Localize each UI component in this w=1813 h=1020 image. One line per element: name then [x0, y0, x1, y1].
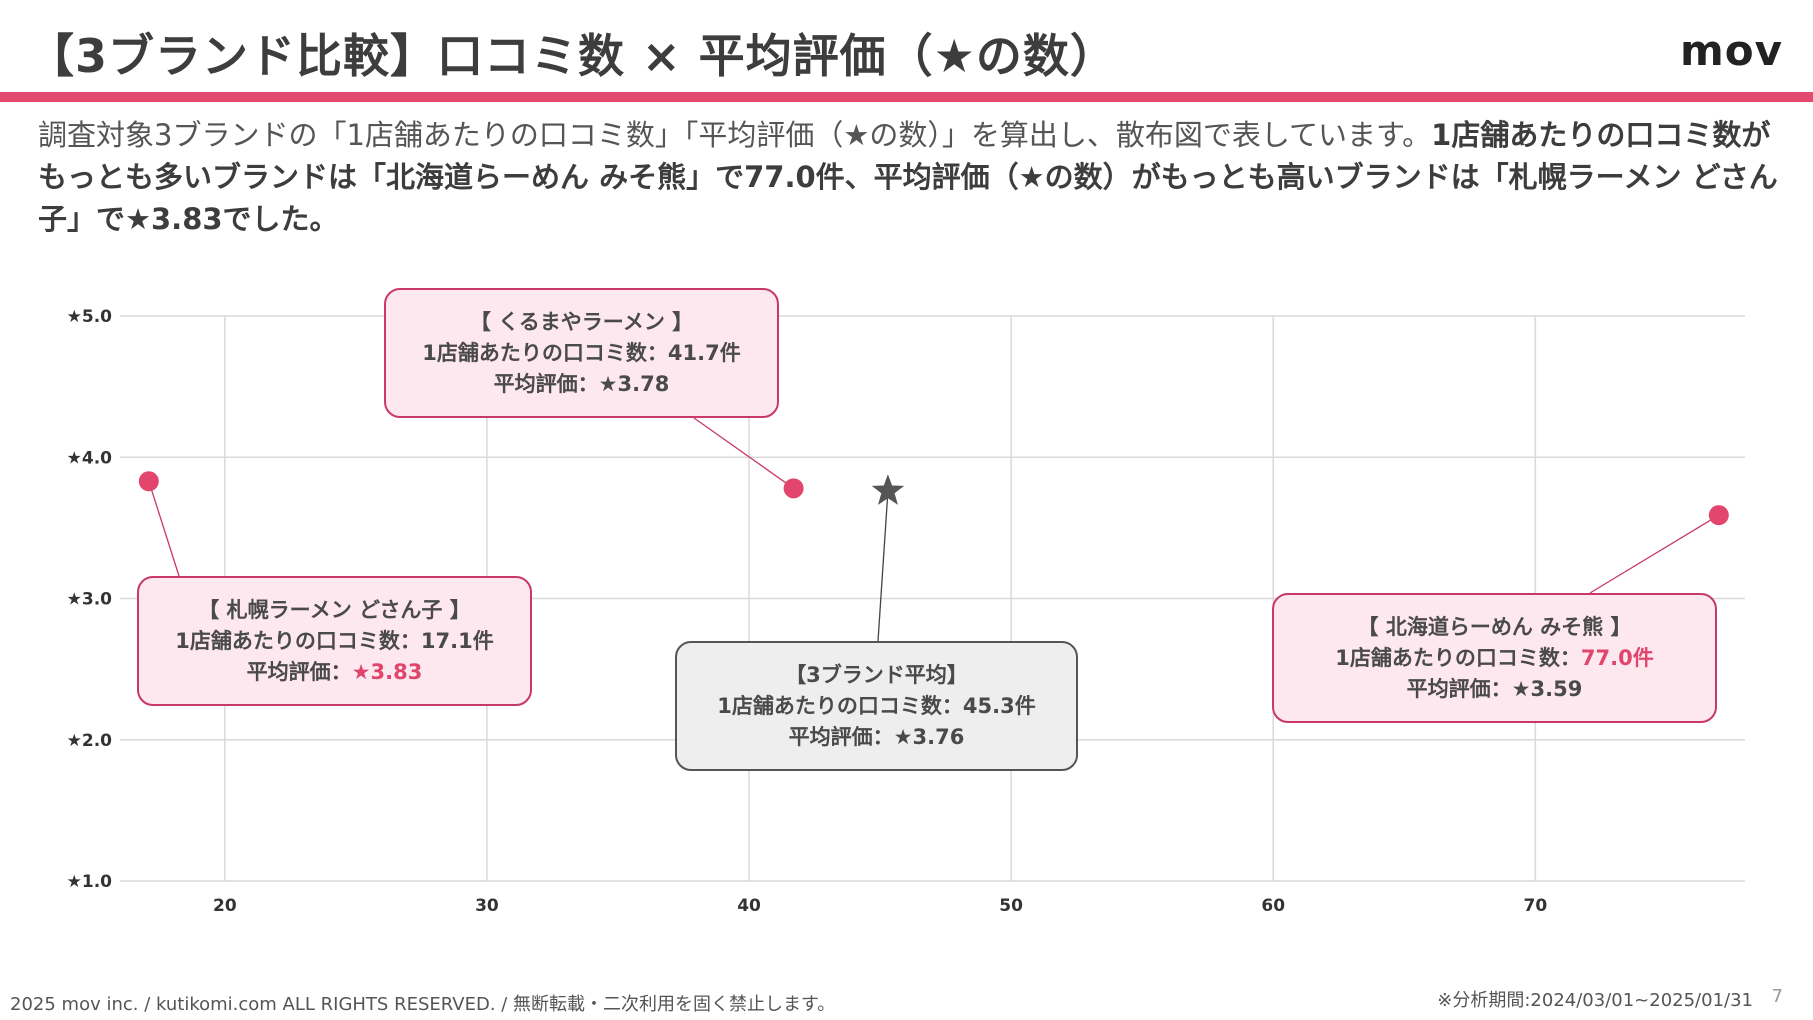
y-tick-label: ★5.0: [67, 307, 113, 327]
leader-line: [1589, 514, 1720, 594]
callout-kurumaya: 【 くるまやラーメン 】 1店舗あたりの口コミ数：41.7件 平均評価：★3.7…: [384, 288, 779, 418]
data-points: [138, 471, 1729, 526]
leader-line: [693, 417, 794, 489]
data-point: [1708, 505, 1729, 526]
callout-title: 【3ブランド平均】: [785, 662, 968, 687]
callout-misokuma: 【 北海道らーめん みそ熊 】 1店舗あたりの口コミ数：77.0件 平均評価：★…: [1272, 593, 1717, 723]
summary-text: 調査対象3ブランドの「1店舗あたりの口コミ数」「平均評価（★の数）」を算出し、散…: [38, 114, 1778, 240]
y-tick-label: ★4.0: [67, 448, 113, 468]
axis-ticks: ★1.0 ★2.0 ★3.0 ★4.0 ★5.0 20 30 40 50 60 70: [67, 307, 1548, 916]
x-tick-label: 70: [1523, 896, 1547, 916]
header-divider: [0, 92, 1813, 102]
page-title: 【3ブランド比較】口コミ数 × 平均評価（★の数）: [28, 29, 1117, 83]
callout-reviews-value: 77.0件: [1580, 645, 1654, 670]
leader-line: [877, 491, 889, 642]
analysis-period: ※分析期間:2024/03/01~2025/01/31: [1437, 990, 1753, 1011]
summary-bold: 1店舗あたりの口コミ数がもっとも多いブランドは「北海道らーめん みそ熊」で77.…: [38, 118, 1778, 236]
leader-line: [148, 481, 180, 577]
y-tick-label: ★1.0: [67, 872, 113, 892]
x-tick-label: 30: [475, 896, 499, 916]
callout-reviews: 1店舗あたりの口コミ数：77.0件: [1335, 645, 1654, 670]
leader-lines: [148, 417, 1720, 642]
data-point: [783, 478, 804, 499]
callout-rating: 平均評価：★3.59: [1406, 676, 1583, 701]
callout-rating-value: ★3.59: [1511, 676, 1583, 701]
callout-reviews: 1店舗あたりの口コミ数：45.3件: [717, 693, 1036, 718]
average-star-marker: [871, 474, 905, 505]
copyright-text: 2025 mov inc. / kutikomi.com ALL RIGHTS …: [10, 994, 836, 1015]
x-tick-label: 40: [737, 896, 761, 916]
callout-rating: 平均評価：★3.76: [788, 724, 965, 749]
callout-title: 【 北海道らーめん みそ熊 】: [1357, 614, 1632, 639]
callout-reviews: 1店舗あたりの口コミ数：41.7件: [422, 340, 741, 365]
mov-logo: mov: [1680, 26, 1783, 75]
summary-normal: 調査対象3ブランドの「1店舗あたりの口コミ数」「平均評価（★の数）」を算出し、散…: [38, 118, 1432, 152]
callout-rating: 平均評価：★3.78: [493, 371, 670, 396]
callout-title: 【 札幌ラーメン どさん子 】: [198, 597, 471, 622]
callout-rating: 平均評価：★3.83: [246, 659, 423, 684]
y-tick-label: ★3.0: [67, 590, 113, 610]
callout-reviews-value: 41.7件: [667, 340, 741, 365]
callout-reviews-value: 17.1件: [420, 628, 494, 653]
callout-rating-value: ★3.83: [351, 659, 423, 684]
callout-average: 【3ブランド平均】 1店舗あたりの口コミ数：45.3件 平均評価：★3.76: [675, 641, 1078, 771]
callout-dosanko: 【 札幌ラーメン どさん子 】 1店舗あたりの口コミ数：17.1件 平均評価：★…: [137, 576, 532, 706]
data-point: [138, 471, 159, 492]
page-number: 7: [1771, 986, 1783, 1007]
callout-rating-value: ★3.78: [598, 371, 670, 396]
x-tick-label: 50: [999, 896, 1023, 916]
x-tick-label: 60: [1261, 896, 1285, 916]
callout-title: 【 くるまやラーメン 】: [469, 309, 694, 334]
y-tick-label: ★2.0: [67, 731, 113, 751]
callout-reviews: 1店舗あたりの口コミ数：17.1件: [175, 628, 494, 653]
callout-reviews-value: 45.3件: [962, 693, 1036, 718]
callout-rating-value: ★3.76: [893, 724, 965, 749]
x-tick-label: 20: [213, 896, 237, 916]
